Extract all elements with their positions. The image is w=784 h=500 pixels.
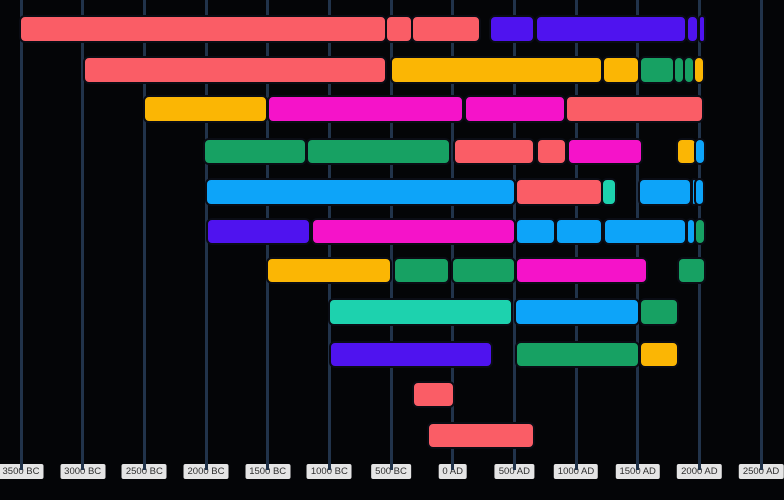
timeline-bar-segment[interactable]	[693, 137, 706, 165]
timeline-bar-segment[interactable]	[638, 340, 680, 368]
timeline-bar-segment[interactable]	[601, 56, 641, 84]
gridline-2500-bc	[142, 0, 146, 470]
timeline-bar-segment[interactable]	[515, 217, 556, 245]
axis-tick-label: 1000 AD	[553, 464, 599, 479]
axis-tick-label: 0 AD	[438, 464, 467, 479]
axis-tick-label: 3500 BC	[0, 464, 44, 479]
timeline-bar-segment[interactable]	[554, 217, 604, 245]
timeline-bar-segment[interactable]	[514, 298, 641, 326]
timeline-bar-segment[interactable]	[393, 256, 450, 284]
timeline-bar-segment[interactable]	[311, 217, 516, 245]
timeline-bar-segment[interactable]	[601, 178, 617, 206]
timeline-bar-segment[interactable]	[677, 256, 706, 284]
timeline-bar-segment[interactable]	[693, 56, 706, 84]
axis-tick-label: 2000 AD	[677, 464, 722, 479]
timeline-bar-segment[interactable]	[515, 256, 648, 284]
gridline-3000-bc	[81, 0, 85, 470]
timeline-bar-segment[interactable]	[534, 15, 688, 43]
timeline-bar-segment[interactable]	[564, 95, 704, 123]
timeline-bar-segment[interactable]	[638, 298, 680, 326]
timeline-bar-segment[interactable]	[306, 137, 451, 165]
timeline-bar-segment[interactable]	[385, 15, 413, 43]
timeline-bar-segment[interactable]	[603, 217, 688, 245]
timeline-bar-segment[interactable]	[266, 95, 464, 123]
timeline-bar-segment[interactable]	[19, 15, 387, 43]
timeline-bar-segment[interactable]	[464, 95, 566, 123]
timeline-bar-segment[interactable]	[390, 56, 603, 84]
axis-tick-label: 3000 BC	[60, 464, 106, 479]
timeline-bar-segment[interactable]	[488, 15, 536, 43]
timeline-bar-segment[interactable]	[83, 56, 388, 84]
timeline-bar-segment[interactable]	[205, 217, 311, 245]
timeline-bar-segment[interactable]	[327, 298, 514, 326]
axis-tick-label: 1000 BC	[306, 464, 352, 479]
timeline-bar-segment[interactable]	[515, 178, 603, 206]
timeline-bar-segment[interactable]	[638, 56, 675, 84]
timeline-bar-segment[interactable]	[411, 380, 456, 408]
axis-tick-label: 1500 BC	[245, 464, 291, 479]
timeline-bar-segment[interactable]	[452, 137, 536, 165]
axis-tick-label: 2500 AD	[738, 464, 784, 479]
timeline-bar-segment[interactable]	[205, 178, 516, 206]
gridline-2500-ad	[759, 0, 763, 470]
gridline-3500-bc	[19, 0, 23, 470]
timeline-bar-segment[interactable]	[697, 15, 706, 43]
axis-tick-label: 500 AD	[494, 464, 534, 479]
timeline-bar-segment[interactable]	[637, 178, 693, 206]
timeline-bar-segment[interactable]	[566, 137, 644, 165]
timeline-bar-segment[interactable]	[535, 137, 567, 165]
axis-tick-label: 2500 BC	[121, 464, 167, 479]
timeline-bar-segment[interactable]	[686, 15, 699, 43]
axis-tick-label: 2000 BC	[183, 464, 229, 479]
timeline-bar-segment[interactable]	[514, 340, 640, 368]
timeline-bar-segment[interactable]	[426, 421, 536, 449]
timeline-bar-segment[interactable]	[693, 217, 706, 245]
timeline-bar-segment[interactable]	[329, 340, 493, 368]
timeline-bar-segment[interactable]	[142, 95, 268, 123]
timeline-bar-segment[interactable]	[266, 256, 392, 284]
timeline-bar-segment[interactable]	[203, 137, 307, 165]
axis-tick-label: 500 BC	[371, 464, 411, 479]
timeline-bar-segment[interactable]	[450, 256, 516, 284]
axis-tick-label: 1500 AD	[615, 464, 660, 479]
timeline-bar-segment[interactable]	[411, 15, 481, 43]
timeline-bar-segment[interactable]	[694, 178, 706, 206]
